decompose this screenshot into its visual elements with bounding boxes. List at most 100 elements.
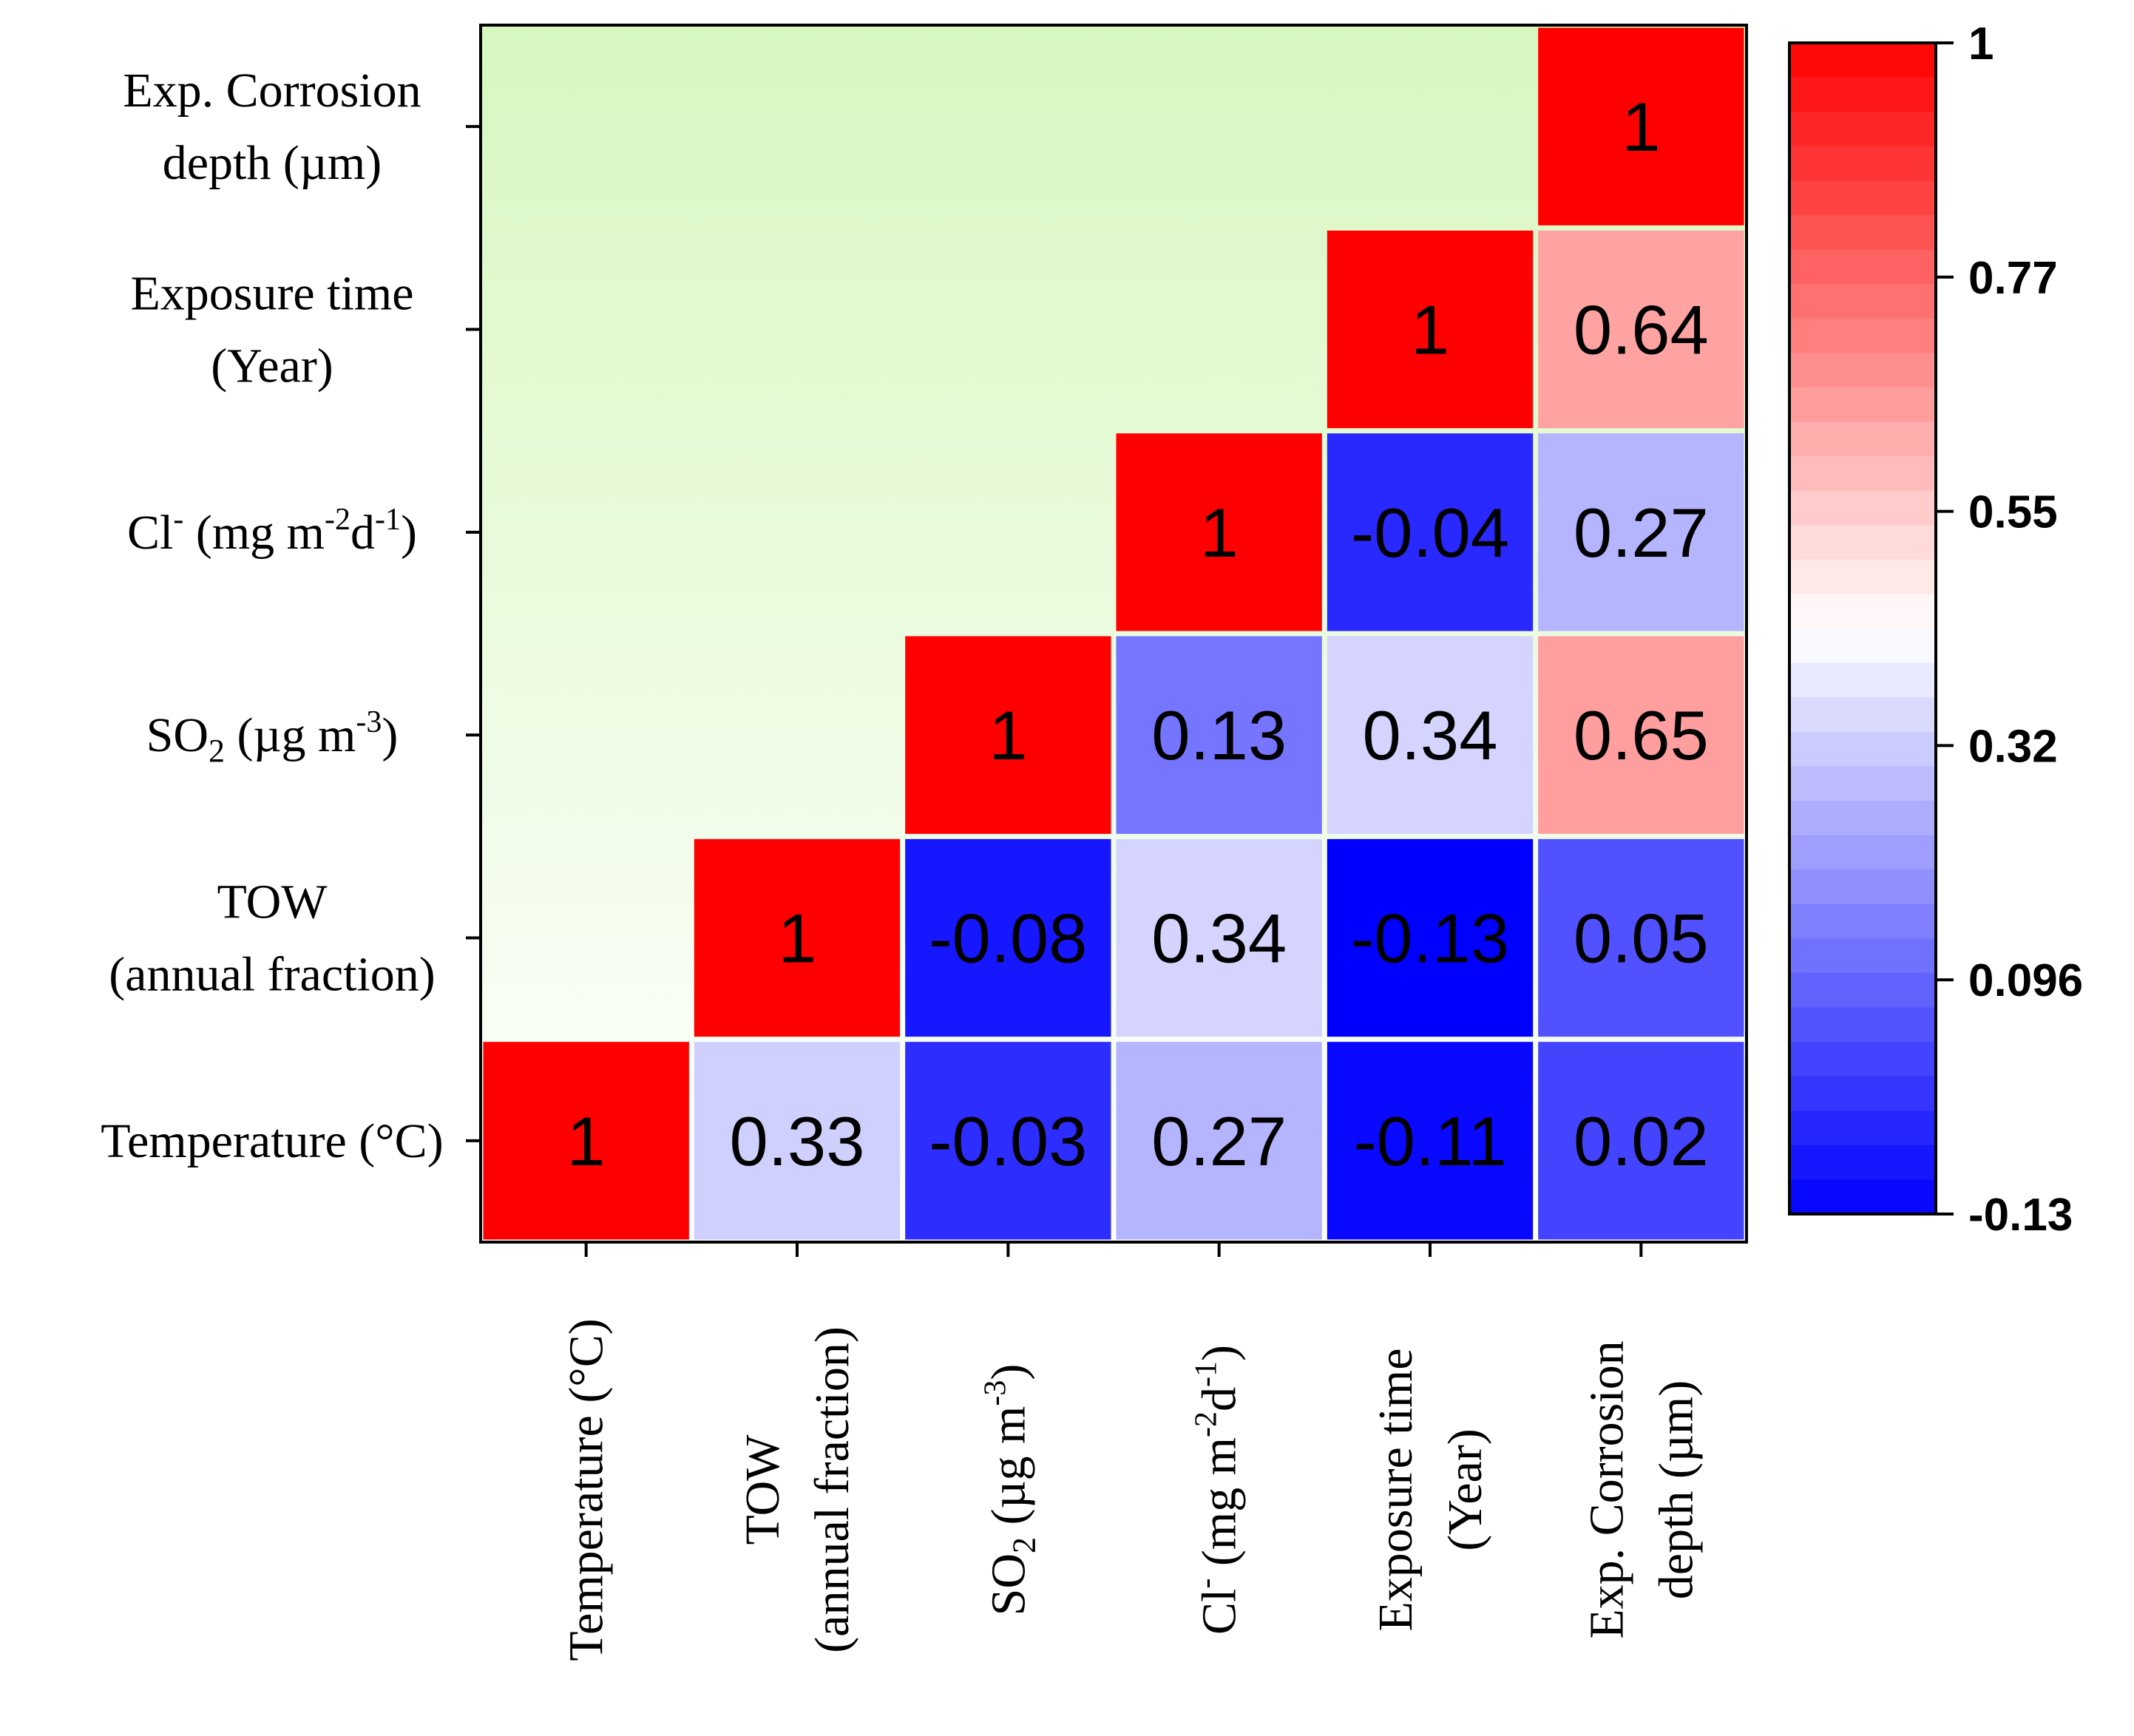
cell-value-label: 0.05 bbox=[1574, 900, 1709, 977]
colorbar-step bbox=[1789, 869, 1936, 905]
y-label-line: Exposure time bbox=[130, 267, 413, 321]
cell-value-label: 0.65 bbox=[1574, 696, 1709, 774]
heatmap-cell: -0.03 bbox=[905, 1042, 1111, 1240]
colorbar-step bbox=[1789, 800, 1936, 836]
cell-value-label: 0.34 bbox=[1151, 900, 1287, 977]
cell-fill bbox=[905, 636, 1111, 834]
y-label-line: Temperature (°C) bbox=[101, 1114, 443, 1168]
colorbar-frame bbox=[1788, 41, 1937, 1215]
cell-fill bbox=[1327, 838, 1534, 1037]
cell-fill bbox=[1327, 636, 1534, 834]
x-label-line: (Year) bbox=[1438, 1428, 1492, 1551]
colorbar-step bbox=[1789, 731, 1936, 767]
cell-value-label: 0.13 bbox=[1151, 696, 1287, 774]
y-label-line: (annual fraction) bbox=[109, 948, 436, 1002]
colorbar-step bbox=[1789, 77, 1936, 112]
cell-value-label: 1 bbox=[989, 696, 1027, 774]
y-label-line: depth (µm) bbox=[163, 136, 382, 190]
colorbar-step bbox=[1789, 214, 1936, 251]
y-tick-label: Cl- (mg m-2d-1) bbox=[127, 503, 417, 560]
colorbar-step bbox=[1789, 1007, 1936, 1042]
y-label-line: Cl- (mg m-2d-1) bbox=[127, 503, 417, 560]
y-tick-label: Exposure time (Year) bbox=[130, 267, 413, 393]
cell-fill bbox=[1116, 1042, 1322, 1240]
heatmap-cell: 0.27 bbox=[1538, 433, 1744, 631]
cell-fill bbox=[1538, 838, 1744, 1037]
cell-fill bbox=[1116, 433, 1322, 631]
heatmap-cell: 0.65 bbox=[1538, 636, 1744, 834]
cell-fill bbox=[1327, 230, 1534, 429]
cell-value-label: 0.34 bbox=[1363, 696, 1498, 774]
colorbar-step bbox=[1789, 525, 1936, 560]
plot-background bbox=[481, 25, 1747, 1242]
cell-value-label: 1 bbox=[1411, 291, 1449, 369]
cell-fill bbox=[905, 838, 1111, 1037]
colorbar-step bbox=[1789, 284, 1936, 319]
colorbar-step bbox=[1789, 559, 1936, 595]
heatmap-cell: 0.05 bbox=[1538, 838, 1744, 1037]
colorbar-step bbox=[1789, 628, 1936, 664]
cell-value-label: -0.04 bbox=[1351, 494, 1509, 572]
cell-fill bbox=[1538, 1042, 1744, 1240]
cell-fill bbox=[1116, 838, 1322, 1037]
colorbar-step bbox=[1789, 456, 1936, 492]
x-label-line: depth (µm) bbox=[1649, 1380, 1703, 1599]
x-tick-label: SO2 (µg m-3) bbox=[978, 1364, 1042, 1616]
cell-value-label: 1 bbox=[1200, 494, 1239, 572]
colorbar-step bbox=[1789, 43, 1936, 78]
heatmap-cell: 0.13 bbox=[1116, 636, 1322, 834]
colorbar-step bbox=[1789, 1179, 1936, 1215]
plot-area: 1 0.33 -0.03 0.27 -0.11 0.02 1 -0.08 0.34 -0.13 0.… bbox=[479, 24, 1748, 1244]
cell-value-label: 0.02 bbox=[1574, 1102, 1709, 1180]
colorbar-tick-label: 0.096 bbox=[1968, 955, 2083, 1006]
y-label-line: Exp. Corrosion bbox=[123, 64, 421, 118]
colorbar-step bbox=[1789, 421, 1936, 457]
x-label-line: TOW bbox=[736, 1434, 790, 1545]
colorbar-step bbox=[1789, 835, 1936, 870]
colorbar-step bbox=[1789, 180, 1936, 216]
y-label-line: (Year) bbox=[211, 339, 333, 393]
colorbar: 1 0.77 0.55 0.32 0.096 -0.13 bbox=[1788, 18, 2083, 1241]
y-label-line: SO2 (µg m-3) bbox=[146, 705, 399, 769]
cell-fill bbox=[694, 1042, 901, 1240]
heatmap-cell: 0.34 bbox=[1327, 636, 1534, 834]
colorbar-step bbox=[1789, 903, 1936, 939]
x-tick-label: Exposure time (Year) bbox=[1369, 1348, 1492, 1631]
cell-fill bbox=[1327, 433, 1534, 631]
colorbar-step bbox=[1789, 353, 1936, 388]
cell-fill bbox=[905, 1042, 1111, 1240]
cell-value-label: -0.11 bbox=[1353, 1102, 1506, 1180]
x-tick-label: Cl- (mg m-2d-1) bbox=[1190, 1345, 1247, 1635]
colorbar-step bbox=[1789, 146, 1936, 181]
heatmap-cell: 1 bbox=[1538, 27, 1744, 226]
heatmap-cell: 1 bbox=[905, 636, 1111, 834]
x-label-line: (annual fraction) bbox=[805, 1326, 859, 1653]
colorbar-step bbox=[1789, 938, 1936, 974]
cell-value-label: 0.27 bbox=[1151, 1102, 1287, 1180]
colorbar-tick-label: 0.32 bbox=[1968, 721, 2058, 772]
heatmap-cell: -0.04 bbox=[1327, 433, 1534, 631]
colorbar-step bbox=[1789, 1145, 1936, 1181]
colorbar-step bbox=[1789, 972, 1936, 1008]
colorbar-step bbox=[1789, 249, 1936, 285]
heatmap-cell: 0.27 bbox=[1116, 1042, 1322, 1240]
cell-value-label: 0.64 bbox=[1574, 291, 1709, 369]
heatmap-cell: 1 bbox=[694, 838, 901, 1037]
colorbar-step bbox=[1789, 387, 1936, 423]
colorbar-step bbox=[1789, 1076, 1936, 1111]
colorbar-tick-label: 1 bbox=[1968, 18, 1994, 69]
heatmap-cell: -0.11 bbox=[1327, 1042, 1534, 1240]
heatmap-cell: 1 bbox=[483, 1042, 689, 1240]
cell-value-label: 1 bbox=[567, 1102, 606, 1180]
colorbar-step bbox=[1789, 697, 1936, 733]
heatmap-cell: 1 bbox=[1327, 230, 1534, 429]
x-tick-label: Temperature (°C) bbox=[560, 1318, 614, 1661]
cell-value-label: -0.03 bbox=[929, 1102, 1087, 1180]
cell-value-label: -0.13 bbox=[1351, 900, 1509, 977]
y-tick-label: Exp. Corrosion depth (µm) bbox=[123, 64, 421, 190]
colorbar-step bbox=[1789, 318, 1936, 353]
y-tick-label: Temperature (°C) bbox=[101, 1114, 443, 1168]
colorbar-step bbox=[1789, 490, 1936, 526]
x-label-line: Exp. Corrosion bbox=[1579, 1340, 1633, 1638]
